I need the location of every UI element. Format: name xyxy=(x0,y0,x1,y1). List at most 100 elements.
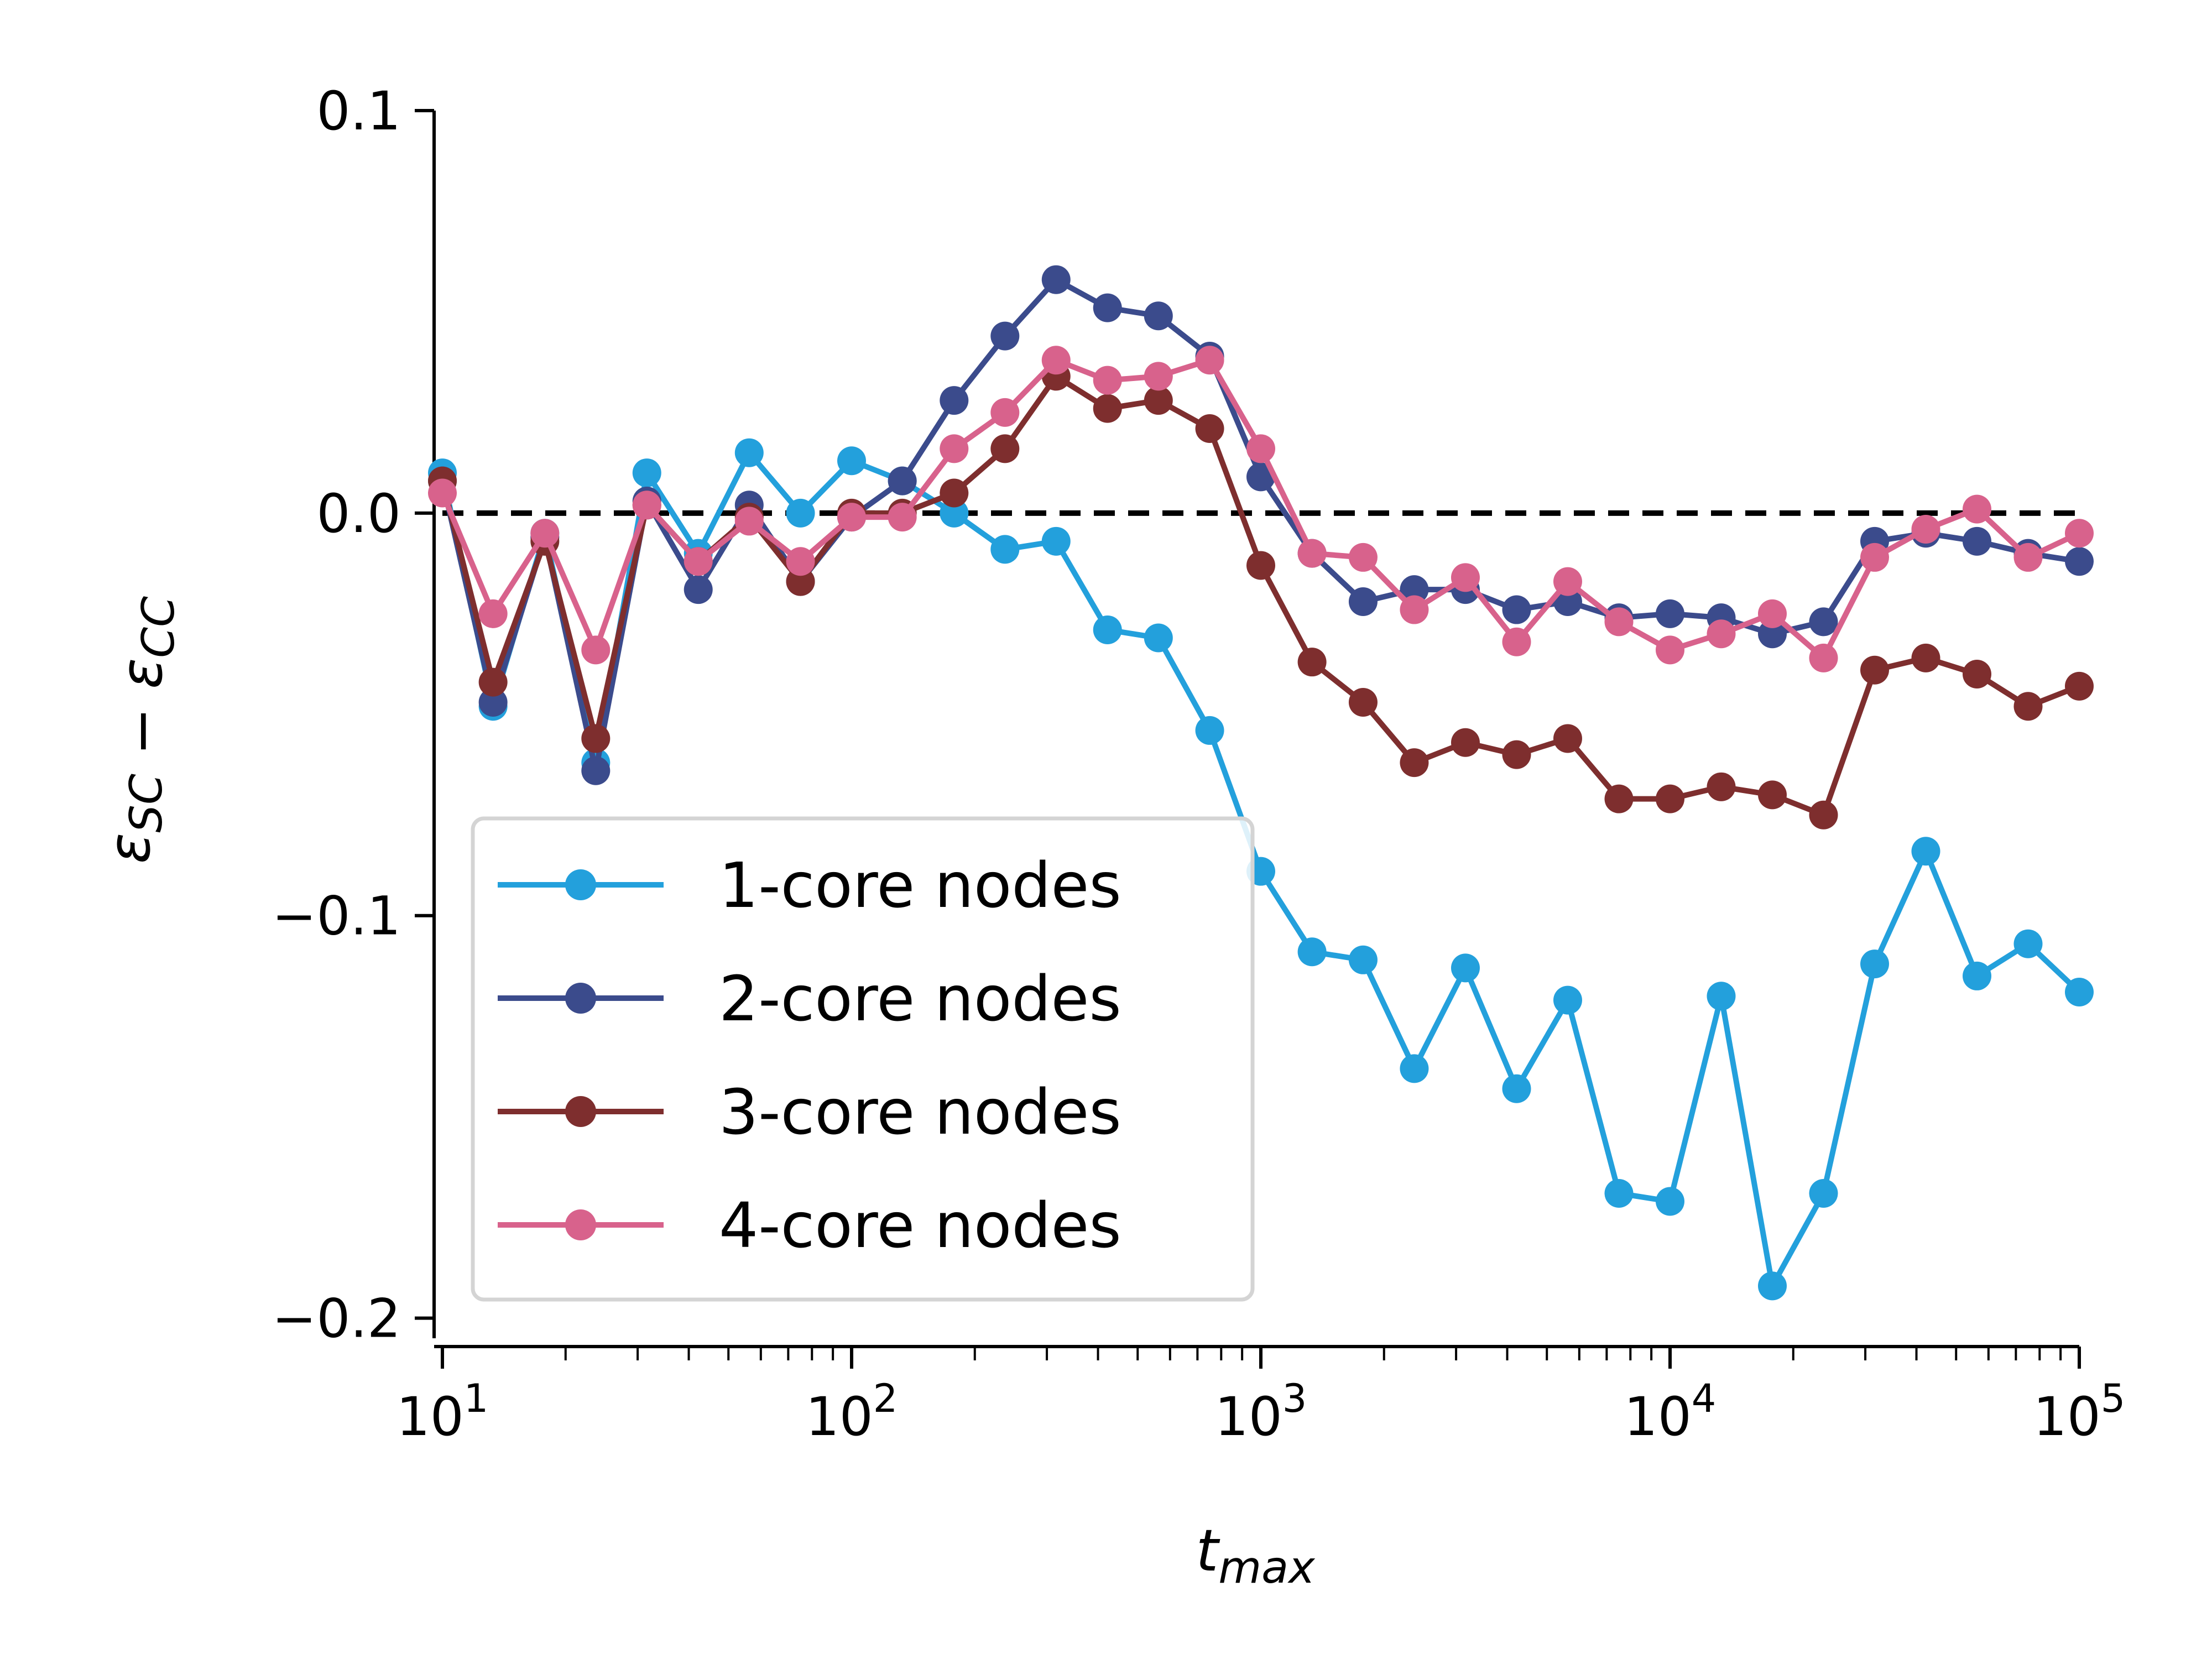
series-3 xyxy=(428,362,2094,830)
x-tick-label: 105 xyxy=(2033,1376,2126,1448)
legend-box xyxy=(471,816,1255,1302)
data-point xyxy=(1911,837,1940,866)
data-point xyxy=(581,635,611,665)
data-point xyxy=(786,567,815,596)
data-point xyxy=(1297,937,1327,967)
data-point xyxy=(1502,627,1531,656)
data-point xyxy=(1093,394,1122,423)
data-point xyxy=(940,434,969,463)
legend-label: 3-core nodes xyxy=(719,1077,1121,1149)
data-point xyxy=(940,478,969,508)
data-point xyxy=(1962,660,1991,689)
data-point xyxy=(478,599,508,628)
data-point xyxy=(1451,563,1480,592)
data-point xyxy=(1758,599,1787,628)
data-point xyxy=(888,466,917,495)
y-tick-label: −0.2 xyxy=(272,1288,401,1350)
series-layer xyxy=(428,265,2094,1301)
data-point xyxy=(1707,772,1736,801)
data-point xyxy=(1195,346,1224,375)
data-point xyxy=(1144,386,1173,415)
data-point xyxy=(2065,671,2094,701)
data-point xyxy=(990,535,1020,564)
data-point xyxy=(1860,542,1890,572)
data-point xyxy=(1656,635,1684,665)
legend-label: 4-core nodes xyxy=(719,1190,1121,1262)
data-point xyxy=(1400,595,1429,624)
data-point xyxy=(1604,784,1634,813)
data-point xyxy=(888,503,917,532)
data-point xyxy=(1246,462,1275,492)
data-point xyxy=(2065,978,2094,1007)
data-point xyxy=(1809,1178,1838,1208)
data-point xyxy=(1297,648,1327,677)
data-point xyxy=(632,458,661,488)
data-point xyxy=(990,321,1020,351)
data-point xyxy=(1195,414,1224,444)
data-point xyxy=(1195,716,1224,745)
data-point xyxy=(1656,1187,1684,1216)
y-tick-label: 0.1 xyxy=(316,80,401,142)
data-point xyxy=(1400,575,1429,604)
data-point xyxy=(990,434,1020,463)
data-point xyxy=(1400,748,1429,778)
data-point xyxy=(428,478,457,508)
data-point xyxy=(1758,1271,1787,1301)
data-point xyxy=(1451,728,1480,757)
y-tick-label: −0.1 xyxy=(272,885,401,947)
legend-item: 3-core nodes xyxy=(498,1077,1121,1149)
data-point xyxy=(786,498,815,528)
data-point xyxy=(1348,587,1378,616)
series-line xyxy=(440,276,2080,774)
data-point xyxy=(530,519,560,548)
data-point xyxy=(1144,301,1173,331)
data-point xyxy=(1553,724,1582,753)
legend-label: 2-core nodes xyxy=(719,963,1121,1035)
data-point xyxy=(1041,526,1071,556)
data-point xyxy=(940,386,969,415)
legend-swatch-marker xyxy=(565,1209,596,1240)
data-point xyxy=(990,398,1020,427)
data-point xyxy=(1144,362,1173,391)
data-point xyxy=(2065,519,2094,548)
legend-swatch-marker xyxy=(565,869,596,900)
legend-label: 1-core nodes xyxy=(719,850,1121,922)
legend-item: 1-core nodes xyxy=(498,850,1121,922)
data-point xyxy=(581,756,611,785)
data-point xyxy=(1553,587,1582,616)
data-point xyxy=(940,498,969,528)
data-point xyxy=(1758,619,1787,649)
data-point xyxy=(1144,623,1173,653)
data-point xyxy=(1860,655,1890,685)
data-point xyxy=(1348,945,1378,974)
legend: 1-core nodes 2-core nodes 3-core nodes 4-co… xyxy=(471,816,1255,1302)
data-point xyxy=(2013,929,2043,958)
data-point xyxy=(1962,494,1991,524)
data-point xyxy=(1809,800,1838,830)
data-point xyxy=(1911,514,1940,544)
data-point xyxy=(734,507,764,536)
data-point xyxy=(1041,265,1071,294)
data-point xyxy=(1093,615,1122,644)
data-point xyxy=(1246,434,1275,463)
x-tick-label: 103 xyxy=(1215,1376,1307,1448)
y-tick-label: 0.0 xyxy=(316,483,401,545)
data-point xyxy=(478,667,508,697)
data-point xyxy=(786,547,815,576)
x-tick-label: 104 xyxy=(1624,1376,1717,1448)
data-point xyxy=(1604,1178,1634,1208)
data-point xyxy=(684,547,713,576)
data-point xyxy=(2013,692,2043,721)
data-point xyxy=(1911,643,1940,672)
data-point xyxy=(1962,526,1991,556)
data-point xyxy=(1093,293,1122,322)
data-point xyxy=(1348,542,1378,572)
data-point xyxy=(1553,567,1582,596)
data-point xyxy=(1502,595,1531,624)
legend-item: 2-core nodes xyxy=(498,963,1121,1035)
data-point xyxy=(734,438,764,467)
series-4 xyxy=(428,346,2094,672)
data-point xyxy=(632,491,661,520)
data-point xyxy=(837,446,866,476)
